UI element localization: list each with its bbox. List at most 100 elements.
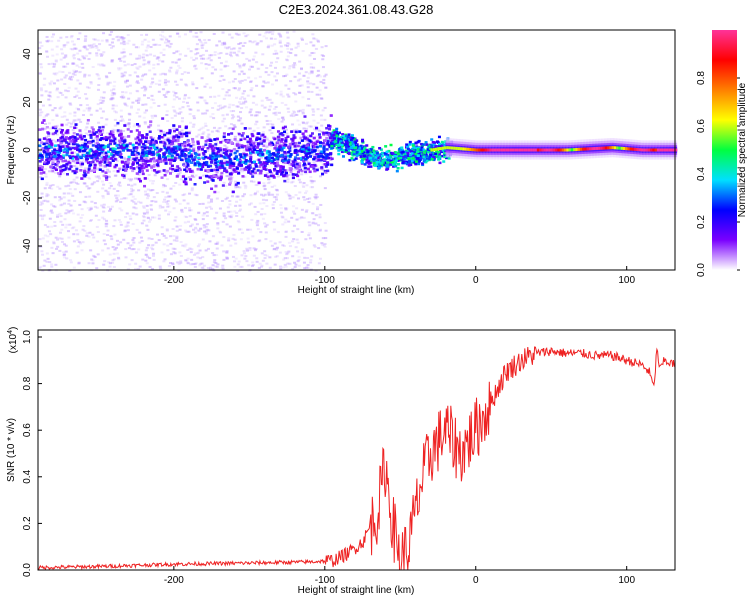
spectrogram-cell xyxy=(50,225,54,228)
spectrogram-cell xyxy=(238,169,242,172)
spectrogram-cell xyxy=(222,132,226,135)
spectrogram-cell xyxy=(166,80,170,83)
spectrogram-cell xyxy=(77,108,81,111)
spectrogram-cell xyxy=(154,200,158,203)
spectrogram-cell xyxy=(136,151,140,155)
spectrogram-cell xyxy=(73,147,77,150)
spectrogram-cell xyxy=(178,171,182,174)
spectrogram-cell xyxy=(270,44,274,47)
spectrogram-cell xyxy=(212,157,216,160)
spectrogram-cell xyxy=(156,170,160,174)
spectrogram-cell xyxy=(313,128,317,131)
spectrogram-cell xyxy=(225,256,229,259)
spectrogram-cell xyxy=(305,122,309,125)
spectrogram-cell xyxy=(137,138,141,142)
spectrogram-cell xyxy=(291,64,295,67)
spectrogram-cell xyxy=(212,261,216,264)
spectrogram-cell xyxy=(315,196,319,199)
spectrogram-cell xyxy=(317,128,321,131)
spectrogram-cell xyxy=(170,156,174,160)
spectrogram-cell xyxy=(78,149,82,152)
spectrogram-cell xyxy=(321,172,325,176)
spectrogram-cell xyxy=(180,120,184,123)
spectrogram-cell xyxy=(92,236,96,239)
spectrogram-cell xyxy=(82,200,86,203)
spectrogram-cell xyxy=(248,40,252,43)
spectrogram-cell xyxy=(248,269,252,272)
spectrogram-cell xyxy=(132,146,136,150)
spectrogram-cell xyxy=(247,149,251,152)
spectrogram-cell xyxy=(227,133,231,136)
spectrogram-cell xyxy=(275,161,279,164)
spectrogram-cell xyxy=(184,182,188,186)
spectrogram-cell xyxy=(122,37,126,40)
spectrogram-cell xyxy=(247,165,251,169)
spectrogram-cell xyxy=(288,164,292,167)
spectrogram-cell xyxy=(101,249,105,252)
spectrogram-cell xyxy=(228,177,232,181)
spectrogram-cell xyxy=(324,237,328,240)
spectrogram-cell xyxy=(314,197,318,200)
spectrogram-cell xyxy=(132,201,136,204)
spectrogram-cell xyxy=(190,56,194,59)
spectrogram-cell xyxy=(96,88,100,91)
spectrogram-cell xyxy=(300,165,304,168)
spectrogram-cell xyxy=(282,244,286,247)
spectrogram-cell xyxy=(45,252,49,255)
spectrogram-cell xyxy=(38,111,42,114)
spectrogram-cell xyxy=(113,165,117,169)
spectrogram-cell xyxy=(184,157,188,161)
spectrogram-cell xyxy=(326,133,330,136)
spectrogram-cell xyxy=(172,98,176,101)
spectrogram-cell xyxy=(140,164,144,167)
spectrogram-cell xyxy=(95,135,99,138)
spectrogram-cell xyxy=(89,133,93,137)
spectrogram-cell xyxy=(242,32,246,35)
spectrogram-cell xyxy=(56,245,60,248)
spectrogram-cell xyxy=(171,127,175,130)
spectrogram-cell xyxy=(173,252,177,255)
spectrogram-cell xyxy=(49,210,53,213)
spectrogram-cell xyxy=(119,129,123,133)
spectrogram-cell xyxy=(242,156,246,159)
spectrogram-cell xyxy=(229,140,233,144)
spectrogram-cell xyxy=(91,160,95,164)
spectrogram-cell xyxy=(178,183,182,186)
spectrogram-cell xyxy=(221,220,225,223)
spectrogram-cell xyxy=(164,81,168,84)
spectrogram-cell xyxy=(175,237,179,240)
spectrogram-cell xyxy=(88,107,92,110)
spectrogram-cell xyxy=(43,168,47,171)
spectrogram-cell xyxy=(235,200,239,203)
spectrogram-cell xyxy=(306,104,310,107)
spectrogram-cell xyxy=(146,44,150,47)
spectrogram-cell xyxy=(68,77,72,80)
spectrogram-cell xyxy=(83,45,87,48)
spectrogram-cell xyxy=(271,126,275,130)
spectrogram-cell xyxy=(302,185,306,188)
spectrogram-cell xyxy=(76,118,80,121)
spectrogram-cell xyxy=(39,201,43,204)
spectrogram-cell xyxy=(323,118,327,121)
spectrogram-cell xyxy=(209,59,213,62)
spectrogram-cell xyxy=(38,41,42,44)
spectrogram-cell xyxy=(157,239,161,242)
spectrogram-cell xyxy=(227,237,231,240)
spectrogram-cell xyxy=(101,129,105,132)
spectrogram-cell xyxy=(321,237,325,240)
spectrogram-cell xyxy=(56,185,60,188)
spectrogram-cell xyxy=(192,149,196,153)
spectrogram-cell xyxy=(140,222,144,225)
spectrogram-cell xyxy=(127,122,131,125)
spectrogram-cell xyxy=(50,203,54,206)
spectrogram-cell xyxy=(136,136,140,139)
spectrogram-cell xyxy=(99,54,103,57)
spectrogram-cell xyxy=(108,262,112,265)
spectrogram-cell xyxy=(72,43,76,46)
spectrogram-cell xyxy=(118,57,122,60)
spectrogram-cell xyxy=(298,141,302,145)
spectrogram-cell xyxy=(140,151,144,155)
spectrogram-cell xyxy=(259,40,263,43)
spectrogram-cell xyxy=(57,39,61,42)
spectrogram-cell xyxy=(228,33,232,36)
